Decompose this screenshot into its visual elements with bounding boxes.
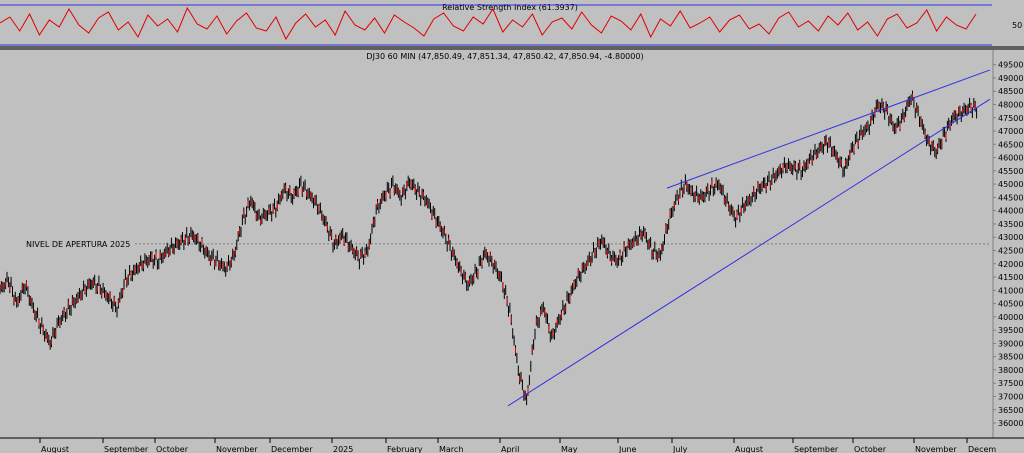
time-tick-label: October [854,445,887,453]
price-tick-label: 41500 [998,273,1023,282]
time-tick-label: September [794,445,839,453]
price-tick-label: 47500 [998,114,1023,123]
price-bars-red [0,93,976,399]
price-bars [0,90,978,406]
price-tick-label: 46500 [998,140,1023,149]
time-tick-label: September [104,445,149,453]
price-tick-label: 46000 [998,154,1023,163]
price-tick-label: 38500 [998,353,1023,362]
price-tick-label: 47000 [998,127,1023,136]
trendline [507,98,991,407]
price-tick-label: 40500 [998,300,1023,309]
price-tick-label: 45500 [998,167,1023,176]
time-tick-label: June [618,445,637,453]
rsi-series-line [0,6,977,41]
price-panel: DJ30 60 MIN (47,850.49, 47,851.34, 47,85… [0,50,1023,438]
price-tick-label: 39000 [998,339,1023,348]
price-tick-label: 48500 [998,87,1023,96]
price-tick-label: 36500 [998,406,1023,415]
price-tick-label: 49000 [998,74,1023,83]
price-tick-label: 41000 [998,286,1023,295]
price-tick-label: 43000 [998,233,1023,242]
time-tick-label: November [216,445,258,453]
time-tick-label: May [561,445,578,453]
price-tick-label: 38000 [998,366,1023,375]
price-tick-label: 39500 [998,326,1023,335]
time-tick-label: December [271,445,313,453]
price-tick-label: 45000 [998,180,1023,189]
time-tick-label: August [41,445,69,453]
price-tick-label: 44500 [998,193,1023,202]
price-tick-label: 42000 [998,260,1023,269]
time-tick-label: Decem [968,445,996,453]
time-tick-label: February [387,445,423,453]
time-tick-label: 2025 [333,445,353,453]
rsi-panel: Relative Strength Index (61.3937) 50 [0,3,1022,46]
price-tick-label: 49500 [998,61,1023,70]
price-title: DJ30 60 MIN (47,850.49, 47,851.34, 47,85… [366,52,643,61]
price-tick-label: 43500 [998,220,1023,229]
time-tick-label: March [439,445,463,453]
price-tick-label: 40000 [998,313,1023,322]
rsi-title: Relative Strength Index (61.3937) [442,3,578,12]
rsi-tick-label: 50 [1012,21,1022,30]
trendline [666,69,991,189]
time-tick-label: October [156,445,189,453]
price-tick-label: 42500 [998,246,1023,255]
price-tick-label: 37000 [998,393,1023,402]
time-tick-label: August [735,445,763,453]
time-tick-label: November [915,445,957,453]
price-tick-label: 44000 [998,207,1023,216]
price-tick-label: 36000 [998,419,1023,428]
time-tick-label: July [672,445,688,453]
time-tick-label: April [501,445,519,453]
price-tick-label: 48000 [998,100,1023,109]
opening-level-label: NIVEL DE APERTURA 2025 [26,240,130,249]
price-tick-label: 37500 [998,379,1023,388]
